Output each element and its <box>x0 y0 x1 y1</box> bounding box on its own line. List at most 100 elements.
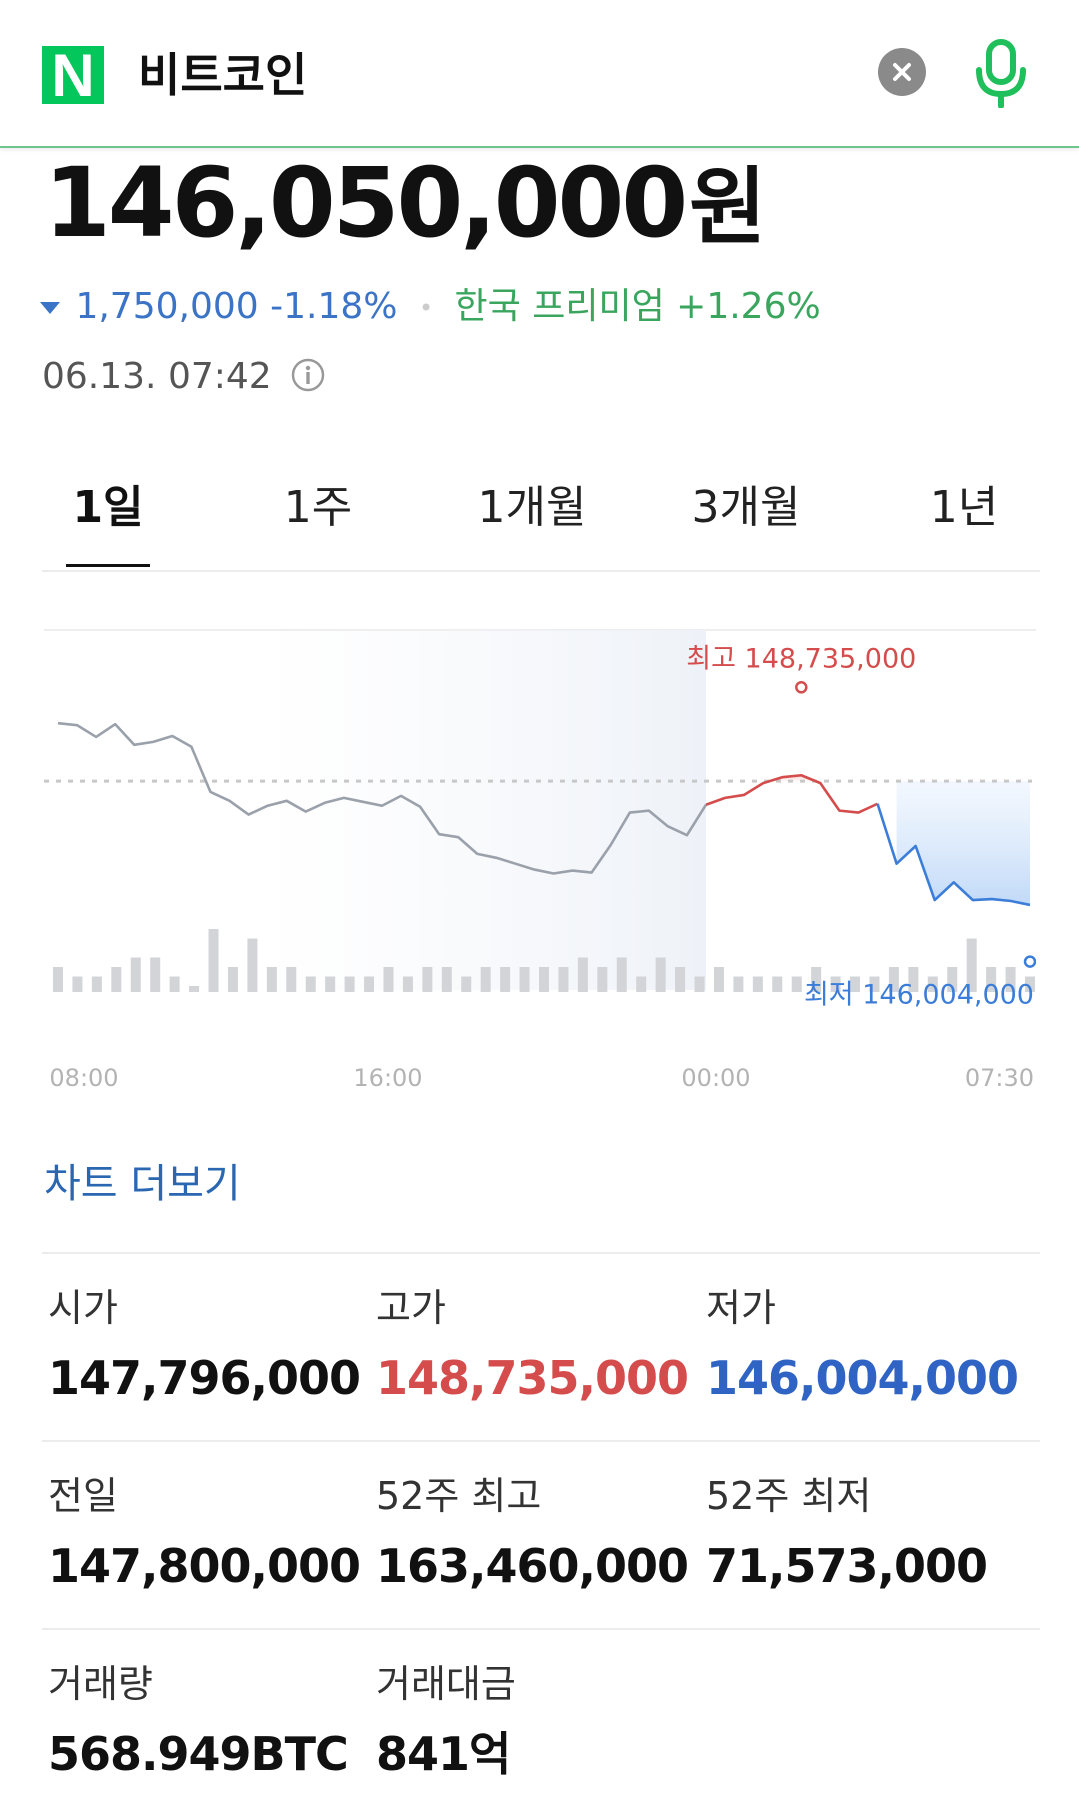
volume-bar <box>830 976 841 992</box>
tab-1year[interactable]: 1년 <box>929 482 999 533</box>
tab-1week[interactable]: 1주 <box>283 482 353 533</box>
high-area-fill <box>725 775 878 782</box>
volume-bar <box>675 967 686 992</box>
volume-bar <box>111 967 122 992</box>
volume-bar <box>169 976 180 992</box>
search-query[interactable]: 비트코인 <box>138 48 308 102</box>
low-marker <box>1023 955 1036 968</box>
korea-premium-value: +1.26% <box>676 286 821 327</box>
volume-bar <box>227 967 238 992</box>
x-tick-label: 00:00 <box>681 1064 750 1088</box>
korea-premium-label: 한국 프리미엄 <box>454 286 665 327</box>
volume-bar <box>986 967 997 992</box>
more-chart-link[interactable]: 차트 더보기 <box>44 1161 241 1207</box>
volume-bar <box>791 976 802 992</box>
volume-bar <box>811 967 822 992</box>
price-change-row: 1,750,000 -1.18% • 한국 프리미엄 +1.26% <box>40 282 821 333</box>
stat-value: 71,573,000 <box>706 1539 988 1593</box>
market-stats: 시가 147,796,000 고가 148,735,000 저가 146,004… <box>42 1252 1040 1816</box>
volume-bar <box>772 976 783 992</box>
volume-bar <box>247 938 258 992</box>
naver-logo-icon[interactable]: N <box>42 46 104 104</box>
price-line-high-segment <box>705 773 879 814</box>
x-tick-label: 07:30 <box>965 1064 1034 1088</box>
volume-bar <box>1005 967 1016 992</box>
volume-bar <box>597 967 608 992</box>
volume-bar <box>364 976 375 992</box>
volume-bar <box>752 976 763 992</box>
volume-bar <box>461 976 472 992</box>
tab-3month[interactable]: 3개월 <box>691 482 801 533</box>
volume-bar <box>72 976 83 992</box>
x-tick-label: 08:00 <box>49 1064 118 1088</box>
volume-bar <box>325 976 336 992</box>
volume-bar <box>91 976 102 992</box>
down-arrow-icon <box>40 302 60 314</box>
volume-bar <box>53 967 63 992</box>
volume-bar <box>150 957 161 992</box>
stat-label: 저가 <box>706 1286 776 1330</box>
low-label: 최저 146,004,000 <box>804 980 1034 1011</box>
volume-bar <box>733 976 744 992</box>
volume-bar <box>577 957 588 992</box>
stats-row: 시가 147,796,000 고가 148,735,000 저가 146,004… <box>42 1254 1040 1442</box>
clear-search-button[interactable] <box>878 48 926 96</box>
price-chart[interactable]: 최고 148,735,000 최저 146,004,000 08:00 16:00 00… <box>44 628 1036 1088</box>
microphone-icon[interactable] <box>972 38 1030 108</box>
change-percent: -1.18% <box>270 286 398 327</box>
before-midnight-shade <box>264 630 706 990</box>
price-line-before-midnight <box>57 721 708 875</box>
volume-bar <box>286 967 297 992</box>
stat-high: 고가 148,735,000 <box>376 1282 689 1408</box>
stat-open: 시가 147,796,000 <box>48 1282 361 1408</box>
volume-bar <box>966 938 977 992</box>
volume-bar <box>888 967 899 992</box>
volume-bar <box>947 967 958 992</box>
tab-1day[interactable]: 1일 <box>72 482 144 533</box>
stats-row: 거래량 568.949BTC 거래대금 841억 <box>42 1630 1040 1816</box>
svg-text:N: N <box>51 46 94 104</box>
volume-bar <box>480 967 491 992</box>
search-header: N 비트코인 <box>0 0 1079 148</box>
volume-bar <box>189 986 200 992</box>
stat-value: 148,735,000 <box>376 1351 689 1405</box>
volume-bar <box>694 976 705 992</box>
stat-label: 거래대금 <box>376 1662 516 1706</box>
volume-bar <box>344 976 355 992</box>
info-icon[interactable] <box>291 358 325 392</box>
volume-bar <box>558 967 569 992</box>
stat-value: 568.949BTC <box>48 1727 349 1781</box>
separator-dot: • <box>418 294 434 322</box>
volume-bar <box>208 929 219 992</box>
volume-bar <box>908 967 919 992</box>
stat-label: 고가 <box>376 1286 446 1330</box>
stat-52w-low: 52주 최저 71,573,000 <box>706 1470 988 1596</box>
x-tick-label: 16:00 <box>353 1064 422 1088</box>
price-line-low-segment <box>876 803 1031 907</box>
volume-bar <box>402 976 413 992</box>
stat-label: 52주 최저 <box>706 1474 872 1518</box>
volume-bar <box>266 967 277 992</box>
volume-bar <box>519 967 530 992</box>
quote-timestamp: 06.13. 07:42 <box>42 356 272 397</box>
stats-row: 전일 147,800,000 52주 최고 163,460,000 52주 최저… <box>42 1442 1040 1630</box>
tab-1month[interactable]: 1개월 <box>477 482 587 533</box>
stat-volume: 거래량 568.949BTC <box>48 1658 349 1784</box>
volume-bar <box>422 967 433 992</box>
price-unit: 원 <box>689 158 767 256</box>
quote-timestamp-row: 06.13. 07:42 <box>42 352 325 402</box>
current-price: 146,050,000원 <box>44 148 766 262</box>
volume-bar <box>869 976 880 992</box>
volume-bar <box>713 967 724 992</box>
volume-bar <box>655 957 666 992</box>
stat-label: 전일 <box>48 1474 118 1518</box>
stat-label: 52주 최고 <box>376 1474 542 1518</box>
change-amount: 1,750,000 <box>75 286 259 327</box>
volume-bar <box>130 957 141 992</box>
volume-bar <box>636 976 647 992</box>
volume-bar <box>616 957 627 992</box>
period-tabs: 1일 1주 1개월 3개월 1년 <box>42 460 1040 572</box>
volume-bar <box>383 967 394 992</box>
stat-low: 저가 146,004,000 <box>706 1282 1019 1408</box>
close-icon <box>893 63 911 81</box>
